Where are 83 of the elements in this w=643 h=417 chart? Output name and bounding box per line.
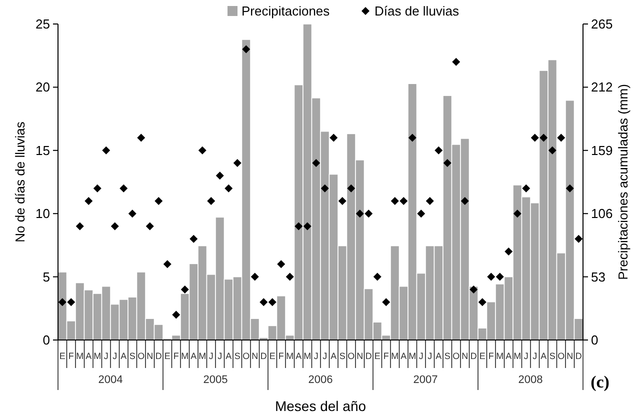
x-tick-label: F	[488, 351, 494, 361]
x-tick-label: M	[94, 351, 102, 361]
x-tick-label: J	[322, 351, 328, 361]
x-tick-label: E	[59, 351, 66, 361]
x-tick-label: N	[252, 351, 258, 361]
x-tick-label: M	[286, 351, 294, 361]
x-tick-label: A	[400, 351, 407, 361]
x-tick-label: O	[348, 351, 355, 361]
x-tick-label: J	[524, 351, 528, 361]
x-tick-label: E	[269, 351, 276, 361]
x-tick-label: D	[260, 351, 268, 361]
x-tick-label: O	[452, 351, 460, 361]
x-tick-label: S	[234, 351, 240, 361]
x-tick-label: N	[146, 351, 154, 361]
x-tick-label: D	[365, 351, 372, 361]
text: 2007	[413, 374, 438, 386]
x-tick-label: F	[68, 351, 74, 361]
y2-tick-label: 265	[591, 16, 613, 32]
x-tick-label: F	[278, 351, 284, 361]
x-tick-label: O	[138, 351, 145, 361]
x-tick-label: A	[330, 351, 337, 361]
x-tick-label: J	[208, 351, 214, 361]
text: (c)	[590, 372, 610, 392]
x-tick-label: O	[242, 351, 250, 361]
x-tick-label: M	[514, 351, 522, 361]
y2-tick-label: 106	[591, 206, 613, 222]
x-tick-label: E	[374, 351, 380, 361]
text: 2004	[98, 374, 123, 386]
x-tick-label: N	[566, 351, 574, 361]
x-tick-label: N	[462, 351, 468, 361]
x-tick-label: A	[436, 351, 442, 361]
y-tick-label: 0	[42, 332, 50, 348]
x-tick-label: E	[479, 351, 486, 361]
x-tick-label: M	[496, 351, 504, 361]
x-tick-label: J	[314, 351, 318, 361]
x-tick-label: M	[76, 351, 84, 361]
y2-tick-label: 0	[591, 332, 598, 348]
legend-label: Precipitaciones	[242, 4, 330, 18]
x-tick-label: M	[304, 351, 312, 361]
y-tick-label: 20	[36, 80, 50, 95]
x-tick-label: A	[86, 351, 92, 361]
x-tick-label: S	[129, 351, 136, 361]
y-tick-label: 5	[42, 269, 50, 284]
y2-axis-title: Precipitaciones acumuladas (mm)	[616, 84, 630, 280]
text: 2006	[308, 374, 333, 386]
x-tick-label: S	[549, 351, 556, 361]
x-tick-label: A	[190, 351, 197, 361]
y2-tick-label: 53	[591, 269, 606, 284]
x-tick-label: D	[470, 351, 478, 361]
x-tick-label: N	[356, 351, 364, 361]
x-tick-label: A	[506, 351, 512, 361]
x-tick-label: M	[408, 351, 416, 361]
y-tick-label: 25	[36, 16, 50, 32]
x-tick-label: A	[226, 351, 232, 361]
x-tick-label: O	[558, 351, 565, 361]
x-tick-label: S	[339, 351, 346, 361]
x-tick-label: F	[173, 351, 180, 361]
x-tick-label: J	[418, 351, 424, 361]
y-axis-title: No de días de lluvias	[12, 121, 28, 242]
x-tick-label: J	[218, 351, 222, 361]
x-tick-label: J	[532, 351, 538, 361]
x-tick-label: J	[428, 351, 432, 361]
y-tick-label: 15	[36, 142, 50, 158]
x-tick-label: M	[198, 351, 206, 361]
y2-tick-label: 159	[591, 142, 613, 158]
x-tick-label: J	[112, 351, 118, 361]
x-tick-label: J	[104, 351, 108, 361]
legend-label: Días de lluvias	[374, 4, 460, 18]
x-tick-label: D	[155, 351, 162, 361]
text: 2008	[518, 374, 543, 386]
x-tick-label: M	[181, 351, 189, 361]
x-axis-title: Meses del año	[274, 398, 366, 414]
x-tick-label: F	[383, 351, 390, 361]
x-tick-label: M	[391, 351, 399, 361]
x-tick-label: D	[575, 351, 582, 361]
y-tick-label: 10	[36, 206, 50, 222]
x-tick-label: E	[164, 351, 170, 361]
x-tick-label: A	[120, 351, 127, 361]
x-tick-label: A	[540, 351, 547, 361]
x-tick-label: S	[444, 351, 450, 361]
x-tick-label: A	[296, 351, 302, 361]
y2-tick-label: 212	[591, 80, 613, 95]
text: 2005	[203, 374, 228, 386]
